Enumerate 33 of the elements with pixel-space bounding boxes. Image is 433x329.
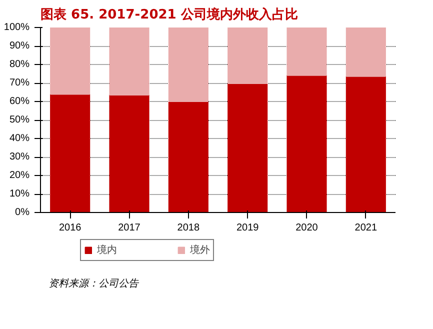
bar — [286, 74, 327, 212]
y-tick-label: 80% — [9, 59, 30, 70]
text: 资料来源：公司公告 — [48, 278, 140, 290]
bar — [50, 28, 90, 95]
y-tick-label: 50% — [9, 114, 30, 126]
bar — [228, 28, 268, 84]
bar — [228, 83, 268, 212]
x-tick-label: 2018 — [177, 222, 200, 234]
y-tick-label: 90% — [9, 40, 30, 52]
x-tick-label: 2016 — [58, 222, 82, 234]
bar — [50, 94, 90, 212]
bar — [346, 28, 386, 77]
y-tick-label: 70% — [9, 78, 30, 88]
x-tick-label: 2021 — [354, 222, 378, 234]
x-tick-label: 2020 — [296, 222, 318, 234]
y-tick-label: 10% — [9, 188, 30, 200]
legend-label: 境内 — [97, 244, 117, 257]
bar — [286, 28, 327, 76]
y-tick-label: 0% — [15, 207, 30, 218]
y-tick-label: 20% — [9, 170, 30, 181]
x-tick-label: 2019 — [236, 222, 260, 234]
bar — [109, 94, 150, 212]
bar — [168, 101, 208, 212]
y-tick-label: 30% — [9, 152, 30, 162]
bar — [346, 76, 386, 212]
x-tick-label: 2017 — [118, 222, 141, 234]
y-tick-label: 60% — [9, 96, 30, 107]
y-tick-label: 40% — [9, 133, 30, 144]
y-tick-label: 100% — [4, 22, 30, 33]
bar — [109, 28, 150, 96]
chart-title: 图表 65. 2017-2021 公司境内外收入占比 — [40, 6, 298, 22]
bar — [168, 28, 208, 102]
legend-label: 境外 — [190, 244, 210, 257]
